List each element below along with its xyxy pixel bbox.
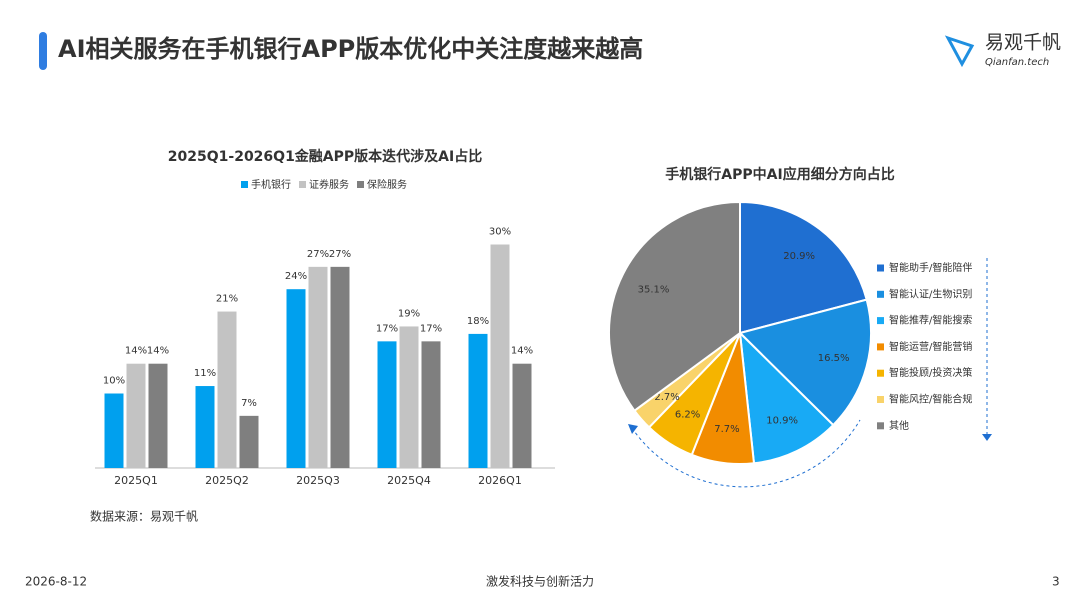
value-label: 35.1% [638,284,670,295]
pie-arc-head [628,424,638,434]
value-label: 14% [511,346,533,357]
pie-slice [738,298,872,427]
value-label: 30% [489,227,511,238]
bar [195,386,215,468]
legend-label: 其他 [889,419,909,432]
pie-slice [739,200,868,335]
legend-label: 智能运营/智能营销 [889,340,972,353]
legend-swatch [877,317,884,325]
footer-date: 2026-8-12 [25,575,87,589]
value-label: 27% [329,249,351,260]
legend-swatch [877,369,884,377]
legend-swatch [299,181,306,188]
chart-title: 手机银行APP中AI应用细分方向占比 [665,166,894,183]
legend-swatch [241,181,248,188]
bar [421,341,441,468]
legend-label: 智能认证/生物识别 [889,287,972,300]
pie-slice [738,330,835,465]
value-label: 10% [103,376,125,387]
legend-swatch [877,396,884,403]
value-label: 10.9% [766,415,798,426]
value-label: 7% [241,398,257,409]
value-label: 16.5% [818,353,850,364]
logo-url: Qianfan.tech [985,57,1049,68]
footer-slogan: 激发科技与创新活力 [486,574,594,589]
pie-slice [608,200,741,413]
bar [468,333,488,468]
legend-label: 智能助手/智能陪伴 [889,261,972,274]
legend-label: 手机银行 [251,178,291,191]
legend-swatch [877,422,884,430]
value-label: 19% [398,308,420,319]
bar [377,341,397,468]
bar [308,266,328,468]
x-tick-label: 2025Q1 [114,474,158,487]
page-number: 3 [1052,575,1060,589]
title-accent [39,32,47,70]
bar [104,393,124,468]
chart-title: 2025Q1-2026Q1金融APP版本迭代涉及AI占比 [168,148,482,165]
legend-label: 智能推荐/智能搜索 [889,314,972,327]
x-tick-label: 2025Q3 [296,474,340,487]
value-label: 24% [285,271,307,282]
bar [239,415,259,468]
value-label: 11% [194,368,216,379]
legend-swatch [877,343,884,351]
bar [217,311,237,468]
logo-icon [944,35,975,68]
legend-label: 智能风控/智能合规 [889,393,972,406]
logo-name: 易观千帆 [985,32,1061,54]
legend-label: 智能投顾/投资决策 [889,366,972,379]
slide-title: AI相关服务在手机银行APP版本优化中关注度越来越高 [58,35,643,63]
legend-label: 证券服务 [309,178,349,191]
value-label: 21% [216,294,238,305]
value-label: 18% [467,316,489,327]
value-label: 17% [420,323,442,334]
legend-swatch [357,181,364,188]
value-label: 2.7% [654,392,679,403]
value-label: 14% [125,346,147,357]
value-label: 7.7% [714,424,739,435]
bar [490,244,510,468]
value-label: 17% [376,323,398,334]
legend-swatch [877,264,884,272]
value-label: 27% [307,249,329,260]
bar [512,363,532,468]
x-tick-label: 2026Q1 [478,474,522,487]
x-tick-label: 2025Q4 [387,474,431,487]
bar [286,289,306,468]
legend-label: 保险服务 [367,178,407,191]
source: 数据来源：易观千帆 [90,509,198,524]
legend-swatch [877,290,884,298]
bar [148,363,168,468]
bar [330,266,350,468]
bar [399,326,419,468]
x-tick-label: 2025Q2 [205,474,249,487]
bar [126,363,146,468]
legend-arrow-head [982,434,992,441]
value-label: 20.9% [783,251,815,262]
value-label: 14% [147,346,169,357]
value-label: 6.2% [675,410,700,421]
